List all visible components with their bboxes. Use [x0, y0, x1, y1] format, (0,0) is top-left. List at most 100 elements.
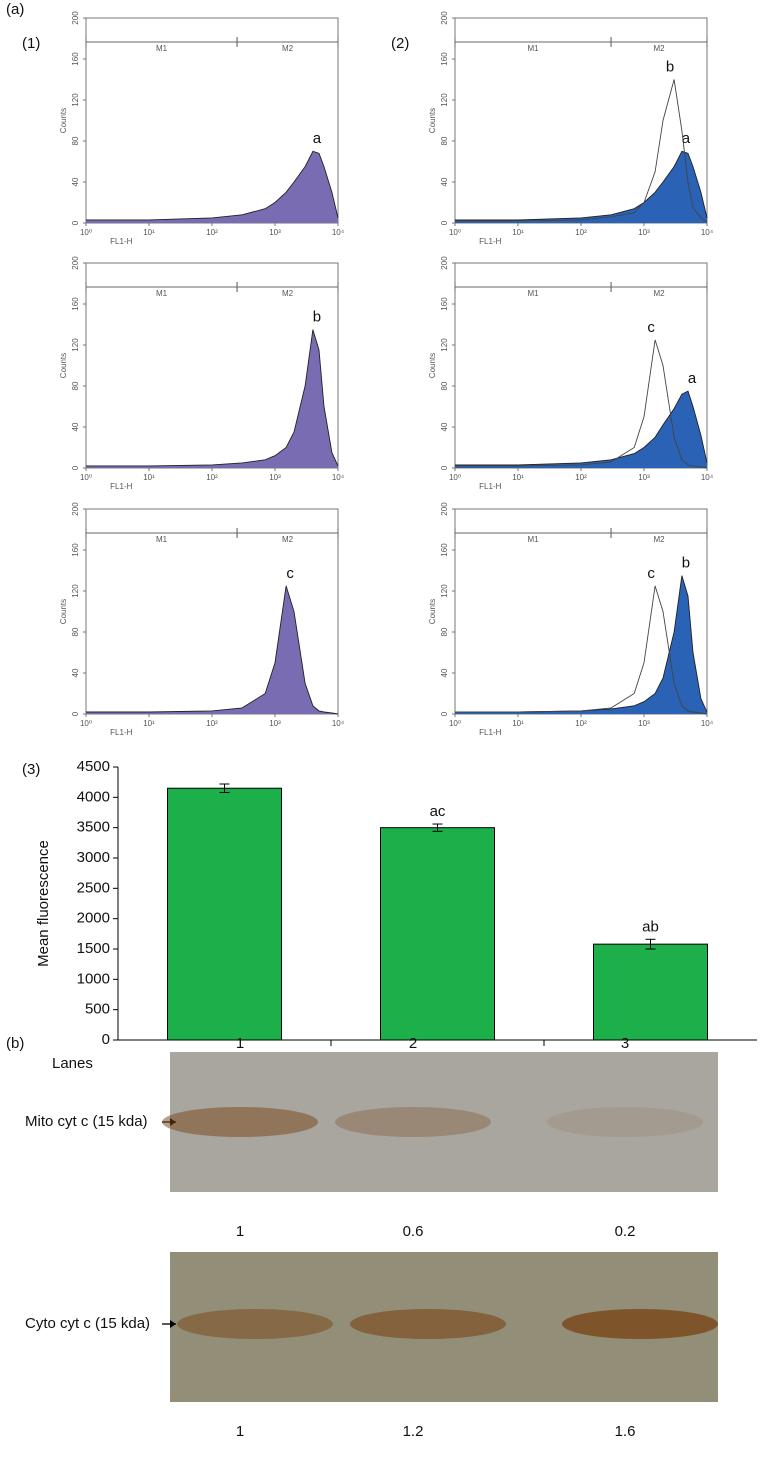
figure-label: (b)	[6, 1035, 24, 1052]
histogram-line	[455, 390, 708, 466]
x-tick-label: 10¹	[143, 473, 155, 482]
x-tick-label: 10³	[638, 228, 650, 237]
curve-label: c	[647, 319, 655, 336]
curve-label: a	[313, 130, 322, 147]
x-tick-label: 10¹	[512, 719, 524, 728]
y-tick-label: 2500	[77, 879, 110, 896]
y-tick-label: 1000	[77, 970, 110, 987]
figure-label: (a)	[6, 1, 24, 18]
row-label: Cyto cyt c (15 kda)	[25, 1315, 150, 1332]
y-tick-label: 80	[71, 381, 80, 390]
y-tick-label: 0	[102, 1031, 110, 1048]
y-tick-label: 2000	[77, 910, 110, 927]
area-fill	[86, 585, 338, 714]
y-tick-label: 0	[71, 465, 80, 470]
y-tick-label: 80	[440, 381, 449, 390]
y-tick-label: 120	[440, 338, 449, 352]
x-tick-label: 10⁴	[701, 719, 714, 728]
x-axis-label: FL1-H	[110, 482, 132, 491]
x-tick-label: 10³	[269, 473, 281, 482]
y-axis-label: Counts	[59, 108, 68, 133]
gate-label: M1	[527, 535, 539, 544]
y-tick-label: 40	[440, 668, 449, 677]
y-tick-label: 120	[71, 584, 80, 598]
curve-label: a	[682, 130, 691, 147]
panel-label: (3)	[22, 761, 40, 778]
x-tick-label: 10⁴	[701, 228, 714, 237]
lanes-label: Lanes	[52, 1055, 93, 1072]
lane-number: 2	[409, 1035, 417, 1052]
y-axis-label: Counts	[428, 353, 437, 378]
area-fill	[455, 391, 707, 468]
blot-band	[547, 1107, 703, 1137]
area-fill	[86, 329, 338, 468]
gate-label: M2	[282, 289, 294, 298]
band-ratio: 0.6	[403, 1223, 424, 1240]
area-fill	[455, 151, 707, 223]
x-tick-label: 10⁴	[332, 228, 345, 237]
band-ratio: 1.2	[403, 1423, 424, 1440]
y-tick-label: 0	[440, 220, 449, 225]
x-tick-label: 10³	[269, 719, 281, 728]
x-tick-label: 10²	[206, 228, 218, 237]
x-tick-label: 10⁴	[332, 473, 345, 482]
y-tick-label: 120	[71, 93, 80, 107]
x-tick-label: 10²	[575, 473, 587, 482]
y-tick-label: 120	[71, 338, 80, 352]
row-arrow-head	[170, 1320, 176, 1328]
bar-annotation: ac	[430, 803, 446, 820]
y-tick-label: 80	[440, 627, 449, 636]
area-fill	[455, 575, 707, 714]
bar	[167, 787, 282, 1041]
y-tick-label: 0	[71, 220, 80, 225]
y-tick-label: 80	[71, 136, 80, 145]
panel-label: (2)	[391, 35, 409, 52]
band-ratio: 1.6	[615, 1423, 636, 1440]
x-axis-label: FL1-H	[479, 482, 501, 491]
x-tick-label: 10⁴	[332, 719, 345, 728]
x-tick-label: 10²	[575, 719, 587, 728]
histogram-line	[455, 339, 708, 469]
x-axis-label: FL1-H	[479, 237, 501, 246]
lane-number: 1	[236, 1035, 244, 1052]
y-tick-label: 40	[440, 177, 449, 186]
gate-label: M1	[156, 44, 168, 53]
x-tick-label: 10²	[206, 719, 218, 728]
histogram-line	[86, 150, 339, 221]
curve-label: c	[647, 565, 655, 582]
x-tick-label: 10³	[638, 719, 650, 728]
x-axis-label: FL1-H	[479, 728, 501, 737]
x-tick-label: 10¹	[512, 228, 524, 237]
band-ratio: 1	[236, 1223, 244, 1240]
y-tick-label: 80	[440, 136, 449, 145]
x-tick-label: 10⁰	[449, 719, 461, 728]
y-tick-label: 4500	[77, 758, 110, 775]
histogram-line	[455, 585, 708, 715]
y-tick-label: 160	[440, 297, 449, 311]
band-ratio: 1	[236, 1423, 244, 1440]
x-tick-label: 10⁰	[80, 719, 92, 728]
x-tick-label: 10³	[638, 473, 650, 482]
y-tick-label: 120	[440, 93, 449, 107]
y-tick-label: 500	[85, 1001, 110, 1018]
y-tick-label: 0	[71, 711, 80, 716]
panel-label: (1)	[22, 35, 40, 52]
gate-label: M2	[653, 289, 665, 298]
y-tick-label: 0	[440, 711, 449, 716]
y-tick-label: 40	[71, 668, 80, 677]
y-tick-label: 200	[71, 502, 80, 516]
blot-band	[162, 1107, 318, 1137]
y-axis-label: Counts	[59, 353, 68, 378]
y-tick-label: 40	[440, 422, 449, 431]
y-axis-label: Counts	[428, 599, 437, 624]
blot-band	[350, 1309, 506, 1339]
bar	[380, 827, 495, 1041]
y-tick-label: 3500	[77, 819, 110, 836]
x-tick-label: 10⁰	[449, 228, 461, 237]
y-tick-label: 4000	[77, 788, 110, 805]
x-tick-label: 10²	[575, 228, 587, 237]
x-axis-label: FL1-H	[110, 237, 132, 246]
y-tick-label: 1500	[77, 940, 110, 957]
x-tick-label: 10¹	[143, 228, 155, 237]
y-tick-label: 200	[71, 11, 80, 25]
